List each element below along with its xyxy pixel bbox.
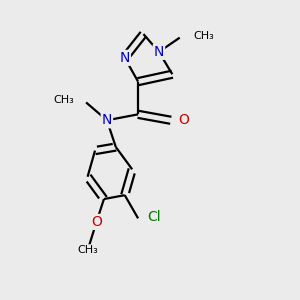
Text: N: N [119,51,130,65]
Text: O: O [91,215,102,229]
Text: N: N [154,45,164,59]
Text: O: O [178,113,189,127]
Text: CH₃: CH₃ [193,31,214,41]
Text: CH₃: CH₃ [53,95,74,105]
Text: CH₃: CH₃ [77,245,98,255]
Text: Cl: Cl [147,210,161,224]
Text: N: N [102,113,112,127]
